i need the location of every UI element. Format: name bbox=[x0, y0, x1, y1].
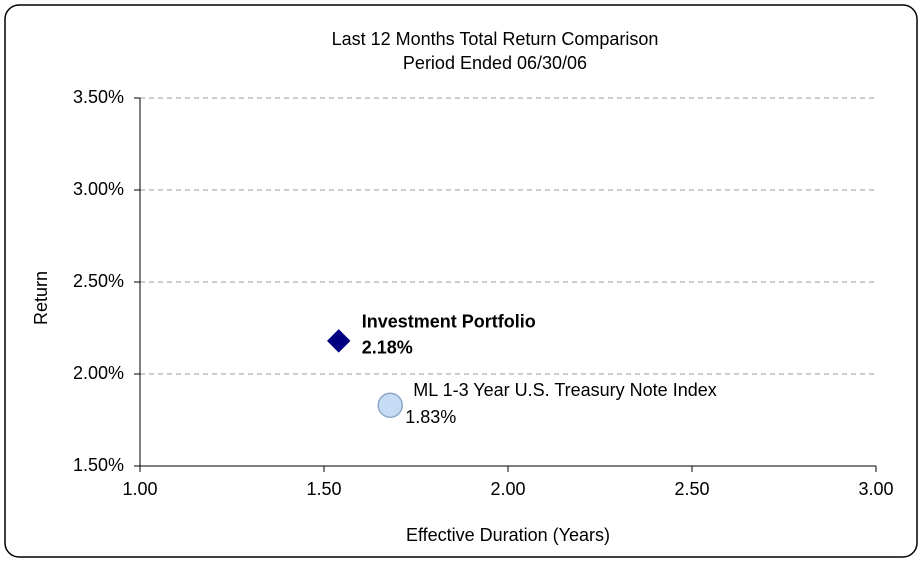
y-axis-label: Return bbox=[31, 271, 51, 325]
data-label: 2.18% bbox=[362, 338, 413, 358]
data-label: 1.83% bbox=[405, 407, 456, 427]
y-tick-label: 3.50% bbox=[73, 87, 124, 107]
chart-subtitle: Period Ended 06/30/06 bbox=[403, 53, 587, 73]
x-tick-label: 3.00 bbox=[858, 479, 893, 499]
x-tick-label: 2.50 bbox=[674, 479, 709, 499]
y-tick-label: 1.50% bbox=[73, 455, 124, 475]
y-tick-label: 3.00% bbox=[73, 179, 124, 199]
point-name: Investment Portfolio bbox=[362, 312, 536, 332]
point bbox=[327, 329, 351, 353]
chart-frame bbox=[4, 4, 918, 558]
y-tick-label: 2.00% bbox=[73, 363, 124, 383]
x-tick-label: 1.00 bbox=[122, 479, 157, 499]
y-tick-label: 2.50% bbox=[73, 271, 124, 291]
x-axis-label: Effective Duration (Years) bbox=[406, 525, 610, 545]
x-tick-label: 1.50 bbox=[306, 479, 341, 499]
x-tick-label: 2.00 bbox=[490, 479, 525, 499]
chart-title: Last 12 Months Total Return Comparison bbox=[332, 29, 659, 49]
point-name: ML 1-3 Year U.S. Treasury Note Index bbox=[413, 380, 717, 400]
point bbox=[377, 392, 403, 419]
